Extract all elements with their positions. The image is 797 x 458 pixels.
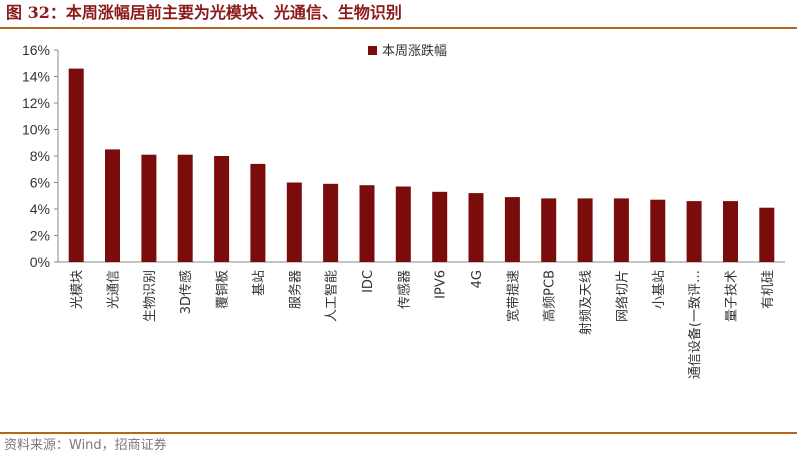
bar-chart: 0% 2% 4% 6% 8% 10% 12% 14% 16% 光模块 光通信 生物识别 3D传感 覆铜板… <box>22 42 785 379</box>
bar-1 <box>68 68 84 262</box>
x-tick-label: IPV6 <box>434 270 449 299</box>
bar-2 <box>105 149 120 262</box>
x-tick-label: 量子技术 <box>724 270 739 322</box>
x-tick-label: 覆铜板 <box>216 270 231 309</box>
bar-8 <box>323 183 339 262</box>
x-tick-label: 服务器 <box>287 270 303 309</box>
figure-title: 图 32：本周涨幅居前主要为光模块、光通信、生物识别 <box>6 3 402 22</box>
bar-3 <box>141 154 157 262</box>
y-tick-label: 10% <box>22 122 50 138</box>
bar-4 <box>177 154 193 262</box>
bar-14 <box>541 198 557 262</box>
bar-10 <box>395 186 411 262</box>
bar-6 <box>250 163 266 262</box>
bar-5 <box>214 156 230 262</box>
bar-12 <box>468 193 484 262</box>
bar-13 <box>504 197 520 262</box>
chart-legend: 本周涨跌幅 <box>368 43 447 59</box>
y-tick-label: 2% <box>30 228 50 244</box>
bar-9 <box>359 185 375 262</box>
source-note: 资料来源：Wind，招商证券 <box>4 438 167 453</box>
x-tick-label: 人工智能 <box>325 270 340 322</box>
legend-swatch <box>368 46 377 55</box>
x-tick-label: IDC <box>361 270 376 293</box>
top-rule <box>0 27 797 29</box>
bar-16 <box>613 198 629 262</box>
x-tick-label: 光模块 <box>70 270 85 309</box>
x-tick-label: 有机硅 <box>761 270 776 309</box>
y-tick-label: 6% <box>30 175 50 191</box>
bar-15 <box>577 198 593 262</box>
x-tick-label: 网络切片 <box>614 270 630 322</box>
y-tick-label: 8% <box>30 148 50 164</box>
y-tick-label: 0% <box>30 254 50 270</box>
x-tick-label: 射频及天线 <box>578 270 594 335</box>
x-tick-label: 生物识别 <box>143 270 158 322</box>
x-tick-label: 小基站 <box>652 270 667 309</box>
x-tick-label: 3D传感 <box>178 270 194 314</box>
x-tick-label: 宽带提速 <box>505 270 521 322</box>
y-tick-label: 4% <box>30 201 50 217</box>
x-tick-label: 高频PCB <box>542 270 558 322</box>
x-tick-label: 光通信 <box>107 270 122 309</box>
bar-17 <box>650 199 666 262</box>
bar-19 <box>723 201 738 262</box>
y-tick-label: 14% <box>22 69 50 85</box>
bar-18 <box>686 201 702 262</box>
y-tick-label: 12% <box>22 95 50 111</box>
x-tick-label: 传感器 <box>396 270 412 309</box>
x-tick-label: 通信设备(一致评… <box>687 270 703 379</box>
x-tick-label: 基站 <box>252 270 267 296</box>
bar-20 <box>759 207 775 262</box>
bar-7 <box>286 182 302 262</box>
legend-label: 本周涨跌幅 <box>382 43 447 59</box>
y-tick-label: 16% <box>22 42 50 58</box>
x-tick-label: 4G <box>470 270 485 288</box>
bottom-rule <box>0 432 797 434</box>
bar-11 <box>432 191 448 262</box>
